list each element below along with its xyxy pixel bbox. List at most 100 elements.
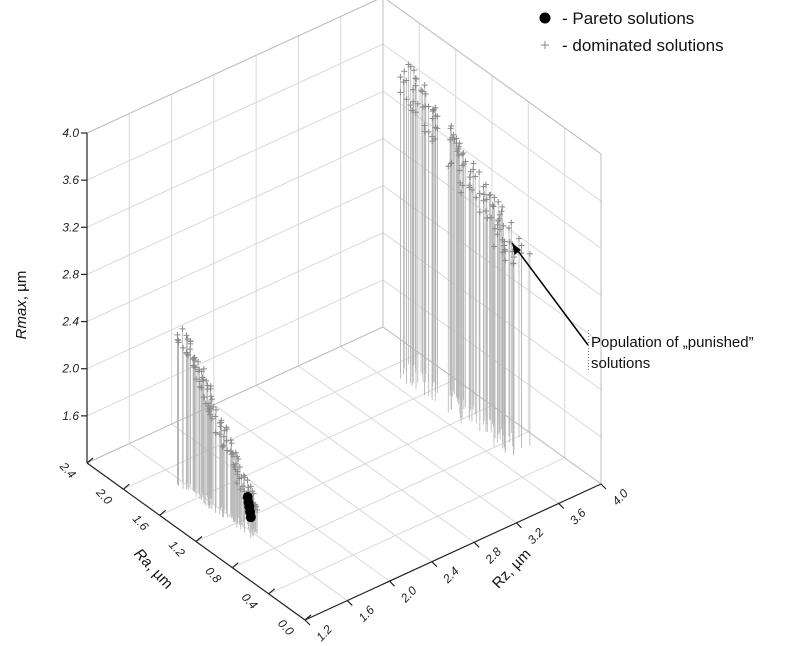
dominated-point <box>239 483 246 490</box>
dominated-point <box>236 464 243 471</box>
dominated-point <box>183 332 190 339</box>
x-tick-label: 1.6 <box>130 512 152 534</box>
dominated-point <box>502 257 509 264</box>
legend-dominated-label: - dominated solutions <box>562 36 724 55</box>
dominated-point <box>223 424 230 431</box>
dominated-point <box>206 406 213 413</box>
dominated-point <box>457 179 464 186</box>
x-axis-label: Ra, µm <box>130 545 176 592</box>
grid-line-backleft-horizontal <box>86 185 384 323</box>
dominated-point <box>445 163 452 170</box>
dominated-point <box>421 82 428 89</box>
grid-line-backright-horizontal <box>382 138 602 296</box>
dominated-point <box>499 249 506 256</box>
dominated-point <box>482 207 489 214</box>
dominated-point <box>184 335 191 342</box>
dominated-point <box>419 88 426 95</box>
dominated-point <box>515 235 522 242</box>
y-tick-mark <box>346 600 353 606</box>
dominated-point <box>403 96 410 103</box>
dominated-point <box>223 437 230 444</box>
dominated-point <box>432 135 439 142</box>
dominated-point <box>460 149 467 156</box>
dominated-point <box>190 355 197 362</box>
dominated-point <box>428 133 435 140</box>
dominated-point <box>526 250 533 257</box>
dominated-point <box>232 460 239 467</box>
dominated-point <box>508 219 515 226</box>
dominated-point <box>228 440 235 447</box>
dominated-point <box>401 68 408 75</box>
dominated-point <box>205 408 212 415</box>
dominated-point <box>431 106 438 113</box>
dominated-point <box>422 90 429 97</box>
grid-line-backright-horizontal <box>382 185 602 343</box>
dominated-point <box>233 480 240 487</box>
z-axis-label: Rmax, µm <box>13 271 30 340</box>
dominated-point <box>183 350 190 357</box>
box-edge <box>386 0 602 155</box>
dominated-point <box>206 400 213 407</box>
dominated-point <box>498 208 505 215</box>
axis-frame <box>86 0 602 621</box>
dominated-point <box>227 437 234 444</box>
dominated-point <box>489 202 496 209</box>
dominated-point <box>190 362 197 369</box>
dominated-point <box>240 472 247 479</box>
dominated-point <box>203 377 210 384</box>
y-axis-line <box>304 483 602 621</box>
y-tick-mark <box>473 541 480 548</box>
dominated-point <box>397 89 404 96</box>
x-tick-label: 2.0 <box>93 485 116 508</box>
dominated-point <box>213 406 220 413</box>
dominated-point <box>459 162 466 169</box>
dominated-point <box>236 475 243 482</box>
pareto-solutions-series <box>242 492 256 523</box>
dominated-point <box>409 107 416 114</box>
x-tick-mark <box>268 588 276 595</box>
dominated-point <box>228 451 235 458</box>
grid-line-floor-x <box>123 352 420 490</box>
dominated-point <box>447 136 454 143</box>
dominated-point <box>499 236 506 243</box>
dominated-point <box>506 239 513 246</box>
dominated-point <box>244 477 251 484</box>
dominated-point <box>186 346 193 353</box>
y-tick-mark <box>389 580 395 587</box>
dominated-point <box>510 260 517 267</box>
dominated-point <box>418 87 425 94</box>
dominated-point <box>412 75 419 82</box>
dominated-point <box>179 325 186 332</box>
dominated-point <box>235 456 242 463</box>
grid-line-floor-x <box>268 457 565 595</box>
dominated-point <box>492 225 499 232</box>
dominated-point <box>245 484 252 491</box>
dominated-solutions-series <box>174 61 533 520</box>
dominated-point <box>421 122 428 129</box>
dominated-point <box>207 411 214 418</box>
y-tick-label: 2.0 <box>397 583 420 606</box>
dominated-point <box>250 490 257 497</box>
y-tick-label: 1.6 <box>356 603 378 625</box>
z-tick-label: 2.4 <box>61 315 79 329</box>
dominated-point <box>180 344 187 351</box>
annotation-line-2: solutions <box>591 355 650 372</box>
dominated-point <box>486 192 493 199</box>
dominated-point <box>455 152 462 159</box>
dominated-point <box>488 214 495 221</box>
dominated-point <box>462 158 469 165</box>
dominated-point <box>466 184 473 191</box>
legend-dominated-marker <box>541 41 549 49</box>
box-edge <box>382 326 602 485</box>
dominated-point <box>495 198 502 205</box>
dominated-point <box>210 403 217 410</box>
x-tick-mark <box>304 614 312 621</box>
dominated-point <box>481 191 488 198</box>
dominated-point <box>476 169 483 176</box>
dominated-point <box>429 115 436 122</box>
y-tick-label: 2.8 <box>482 544 505 567</box>
grid-line-backright-horizontal <box>382 232 602 391</box>
z-tick-label: 3.2 <box>62 220 79 234</box>
dominated-point <box>413 75 420 82</box>
dominated-point <box>412 82 419 89</box>
